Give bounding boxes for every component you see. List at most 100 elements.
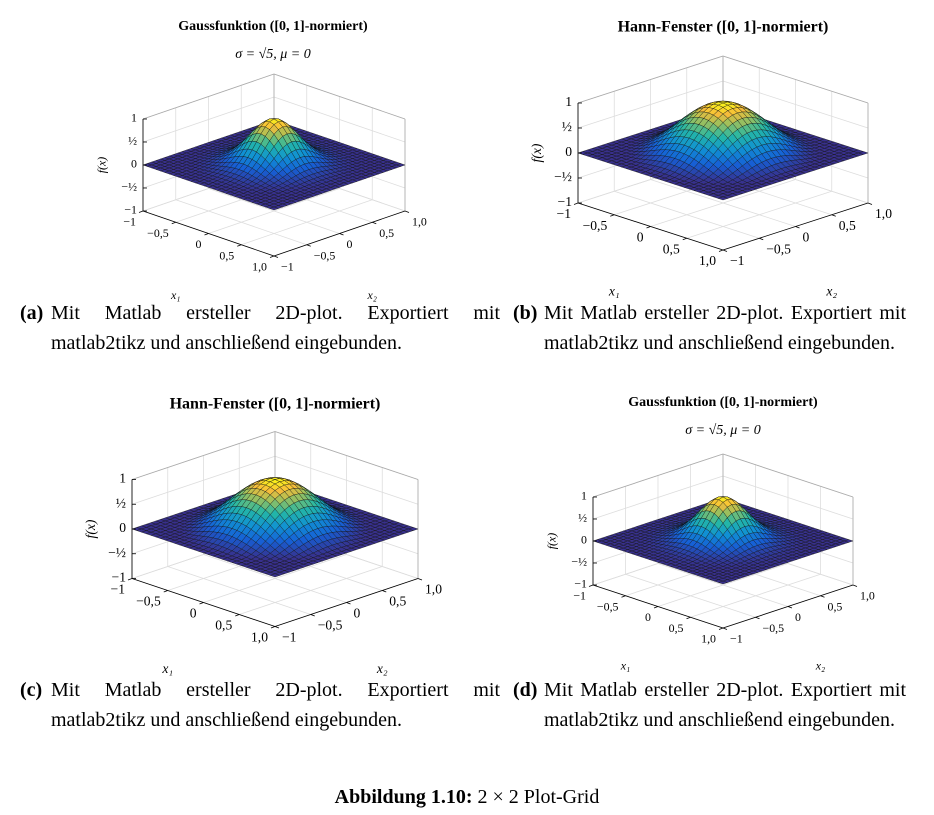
grid-line — [142, 96, 275, 143]
x1-tick-label: 0 — [645, 610, 651, 624]
plot-title: Gaussfunktion ([0, 1]-normiert) — [628, 395, 818, 410]
x2-tick-label: 1,0 — [860, 589, 875, 603]
plot-title: Hann-Fenster ([0, 1]-normiert) — [170, 396, 381, 413]
z-axis-label: f(x) — [83, 519, 99, 538]
grid-line — [239, 566, 383, 615]
x2-axis-label: x₂ — [367, 288, 377, 302]
plot-subtitle: σ = √5, μ = 0 — [685, 423, 761, 438]
caption-text: Mit Matlab ersteller 2D-plot. Exportiert… — [51, 302, 500, 354]
x2-tick-label: 0,5 — [828, 599, 843, 613]
plot-panel: −1−11−0,5−0,5½0 000,50,5−½1,01,0−1x₁ x₂f(x… — [529, 19, 892, 299]
caption-label: (b) — [513, 302, 538, 324]
z-tick-label: −1 — [558, 194, 572, 209]
tick-mark — [372, 221, 377, 225]
plot-panel: −1−11−0,5−0,5½0 000,50,5−½1,01,0−1x₁ x₂f(x… — [545, 395, 875, 672]
x1-tick-label: −0,5 — [136, 594, 161, 609]
x1-tick-label: −1 — [111, 582, 125, 597]
x1-tick-label: −1 — [573, 589, 586, 603]
grid-line — [690, 573, 821, 618]
box-edge — [722, 55, 869, 104]
x2-axis-label: x₂ — [815, 658, 825, 672]
tick-mark — [237, 244, 242, 247]
x1-tick-label: 0,5 — [215, 618, 232, 633]
caption-c: (c) Mit Matlab ersteller 2D-plot. Exporti… — [20, 675, 500, 735]
x2-tick-label: 1,0 — [425, 582, 442, 597]
box-edge — [592, 453, 724, 498]
z-tick-label: −1 — [574, 577, 587, 591]
grid-line — [131, 455, 276, 505]
figure-caption-text: 2 × 2 Plot-Grid — [477, 786, 600, 808]
z-tick-label: ½ — [116, 495, 126, 510]
z-axis-label: f(x) — [529, 143, 545, 162]
x1-tick-label: 0 — [190, 606, 197, 621]
tick-mark — [171, 221, 176, 225]
x2-tick-label: −0,5 — [763, 621, 785, 635]
tick-mark — [269, 255, 275, 258]
grid-line — [657, 563, 789, 607]
z-tick-label: 0 — [581, 533, 587, 547]
grid-line — [241, 199, 373, 246]
tick-mark — [867, 202, 873, 205]
caption-a: (a) Mit Matlab ersteller 2D-plot. Exporti… — [20, 298, 500, 358]
z-tick-label: −1 — [124, 203, 137, 217]
plot-panel: −1−11−0,5−0,5½0 000,50,5−½1,01,0−1x₁ x₂f(x… — [83, 396, 442, 676]
tick-mark — [718, 249, 724, 252]
z-tick-label: ½ — [128, 134, 137, 148]
x1-tick-label: 1,0 — [699, 253, 716, 268]
grid-line — [203, 554, 347, 603]
z-axis-label: f(x) — [95, 157, 109, 174]
x1-tick-label: 0,5 — [663, 241, 680, 256]
x1-axis-label: x₁ — [620, 658, 630, 672]
grid-line — [722, 475, 854, 520]
tick-mark — [346, 602, 351, 605]
tick-mark — [199, 602, 204, 605]
x2-axis-label: x₂ — [825, 283, 837, 298]
caption-label: (c) — [20, 679, 43, 701]
x2-tick-label: −1 — [282, 630, 296, 645]
box-edge — [142, 73, 275, 120]
tick-mark — [722, 627, 728, 630]
x1-tick-label: −1 — [123, 215, 136, 229]
plot-title: Gaussfunktion ([0, 1]-normiert) — [178, 19, 368, 34]
tick-mark — [653, 606, 659, 609]
z-tick-label: −½ — [554, 169, 572, 184]
tick-mark — [127, 578, 133, 581]
x2-axis-label: x₂ — [376, 661, 388, 676]
x2-tick-label: 0 — [354, 606, 361, 621]
surface-patch — [268, 206, 280, 211]
x1-tick-label: 0,5 — [219, 248, 234, 262]
x1-tick-label: −1 — [557, 206, 571, 221]
surface-patch — [717, 196, 729, 201]
x1-tick-label: −0,5 — [583, 218, 608, 233]
z-tick-label: 0 — [565, 144, 572, 159]
tick-mark — [310, 614, 315, 617]
x1-tick-label: 1,0 — [252, 260, 267, 274]
tick-mark — [163, 590, 168, 593]
tick-mark — [682, 237, 687, 241]
caption-b: (b) Mit Matlab ersteller 2D-plot. Exporti… — [513, 298, 906, 358]
figure-caption: Abbildung 1.10: 2 × 2 Plot-Grid — [0, 786, 934, 809]
caption-text: Mit Matlab ersteller 2D-plot. Exportiert… — [544, 679, 906, 731]
x1-tick-label: 1,0 — [251, 630, 268, 645]
plot-panel: −1−11−0,5−0,5½0 000,50,5−½1,01,0−1x₁ x₂f(x… — [95, 19, 427, 302]
tick-mark — [274, 626, 280, 629]
box-edge — [131, 431, 276, 480]
box-edge — [274, 431, 419, 480]
tick-mark — [759, 237, 764, 241]
box-edge — [577, 55, 724, 104]
grid-line — [650, 179, 796, 227]
tick-mark — [204, 233, 209, 236]
x1-tick-label: 0 — [196, 237, 202, 251]
x2-tick-label: 0,5 — [379, 226, 394, 240]
x1-tick-label: 0 — [637, 230, 644, 245]
tick-mark — [270, 626, 276, 629]
figure-caption-label: Abbildung 1.10: — [334, 786, 473, 808]
plot-subtitle: σ = √5, μ = 0 — [235, 47, 311, 62]
tick-mark — [382, 590, 387, 593]
x2-tick-label: 0 — [347, 237, 353, 251]
x2-tick-label: 0 — [803, 230, 810, 245]
surface-patch — [717, 580, 729, 585]
x2-tick-label: −0,5 — [318, 618, 343, 633]
